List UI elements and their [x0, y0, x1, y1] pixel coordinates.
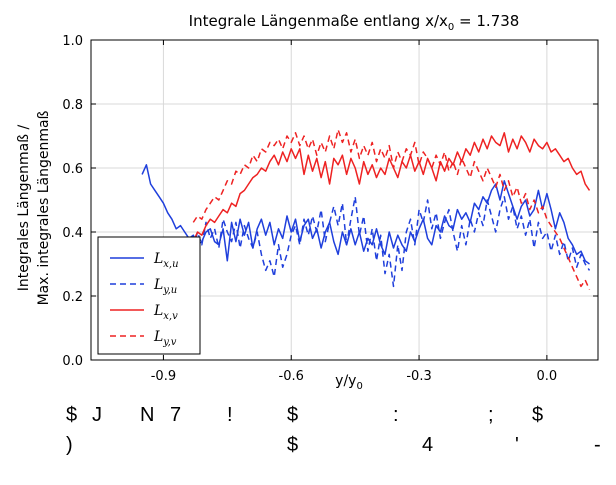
series-line-0 [141, 164, 590, 265]
x-tick-label: -0.3 [406, 369, 431, 384]
y-axis-label-line2: Max. integrales Längenmaß [36, 110, 52, 305]
garbled-text-line-2: ) $ 4 ' - [0, 434, 616, 460]
plot-area: -0.9 -0.6 -0.3 0.0 0.0 0.2 0.4 0.6 0.8 1.0 Lx,u Ly,… [62, 34, 599, 384]
glyph: ! [227, 404, 233, 426]
legend-label-0: Lx,u [153, 251, 179, 270]
x-tick-label: 0.0 [537, 369, 558, 384]
glyph: ' [515, 434, 519, 456]
line-chart: Integrale Längenmaße entlang x/x0 = 1.73… [16, 12, 599, 392]
legend-label-1: Ly,u [153, 277, 177, 296]
glyph: J [92, 404, 102, 426]
y-tick-label: 0.0 [62, 354, 83, 369]
x-tick-label: -0.9 [151, 369, 176, 384]
glyph: $ [287, 404, 299, 426]
legend-label-3: Ly,v [153, 329, 177, 348]
glyph: $ [66, 404, 78, 426]
garbled-text-line-1: $ J N 7 ! $ : ; $ [0, 404, 616, 430]
glyph: 4 [422, 434, 434, 456]
x-axis-label: y/y0 [335, 373, 363, 392]
series-line-3 [192, 128, 591, 290]
glyph: - [594, 434, 601, 456]
y-tick-label: 0.6 [62, 162, 83, 177]
plot-frame [90, 39, 599, 361]
glyph: : [393, 404, 399, 426]
legend-box [97, 236, 201, 355]
glyph: ) [66, 434, 73, 456]
series-line-2 [192, 132, 591, 242]
y-axis-label-line1: Integrales Längenmaß / [16, 125, 32, 292]
glyph: $ [287, 434, 299, 456]
legend-label-2: Lx,v [153, 303, 178, 322]
y-tick-label: 0.4 [62, 226, 83, 241]
glyph: N [140, 404, 155, 426]
x-tick-label: -0.6 [279, 369, 304, 384]
glyph: ; [488, 404, 494, 426]
chart-title: Integrale Längenmaße entlang x/x0 = 1.73… [189, 12, 520, 33]
y-tick-label: 0.2 [62, 290, 83, 305]
series-line-1 [192, 196, 591, 288]
y-tick-label: 0.8 [62, 98, 83, 113]
glyph: $ [532, 404, 544, 426]
glyph: 7 [170, 404, 182, 426]
y-tick-label: 1.0 [62, 34, 83, 49]
